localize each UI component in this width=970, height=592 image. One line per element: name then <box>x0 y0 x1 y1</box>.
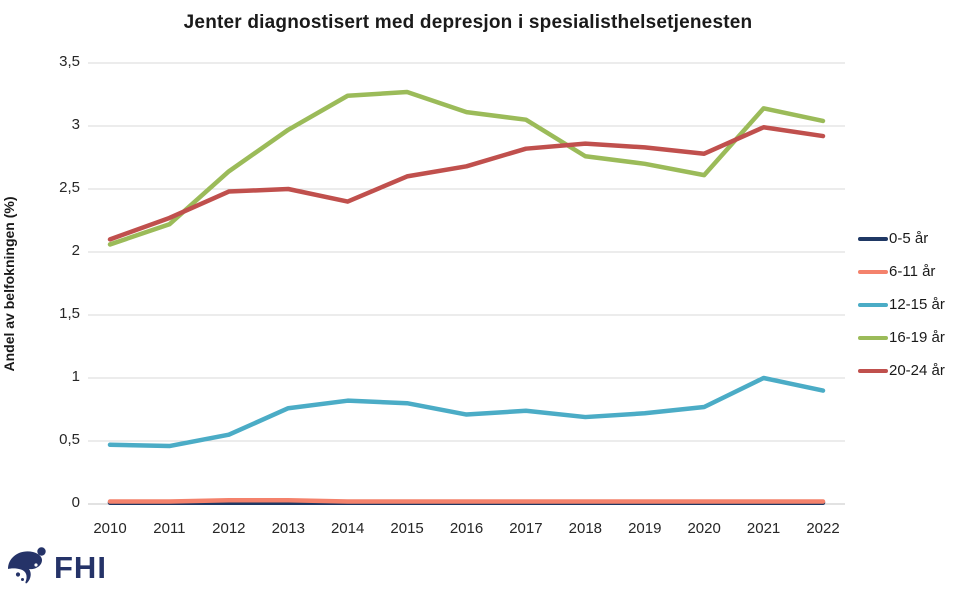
y-tick-label: 2,5 <box>59 179 80 196</box>
series-line-20-24år <box>107 125 826 242</box>
x-tick-label: 2019 <box>628 520 662 537</box>
chart-title: Jenter diagnostisert med depresjon i spe… <box>183 12 753 33</box>
x-tick-label: 2010 <box>93 520 127 537</box>
legend-label: 20-24 år <box>889 362 945 379</box>
y-tick-label: 0,5 <box>59 431 80 448</box>
x-tick-label: 2020 <box>687 520 721 537</box>
series-line-16-19år <box>107 89 826 247</box>
x-tick-label: 2022 <box>806 520 840 537</box>
y-tick-label: 1 <box>71 368 80 385</box>
fhi-logo-mark <box>8 547 46 584</box>
x-tick-label: 2011 <box>153 520 186 537</box>
y-tick-label: 2 <box>71 242 80 259</box>
y-tick-label: 3 <box>71 116 80 133</box>
legend-item-6-11år: 6-11 år <box>858 255 945 288</box>
fhi-logo: FHI <box>6 543 107 591</box>
legend-item-0-5år: 0-5 år <box>858 222 945 255</box>
legend-item-16-19år: 16-19 år <box>858 321 945 354</box>
x-tick-label: 2016 <box>449 520 484 537</box>
x-tick-label: 2012 <box>212 520 246 537</box>
legend-swatch <box>858 335 888 340</box>
fhi-logo-text: FHI <box>54 549 107 585</box>
y-tick-label: 0 <box>71 494 80 511</box>
x-tick-label: 2018 <box>568 520 603 537</box>
legend-label: 0-5 år <box>889 230 929 247</box>
y-tick-label: 1,5 <box>59 305 80 322</box>
legend-swatch <box>858 236 888 241</box>
legend-item-12-15år: 12-15 år <box>858 288 945 321</box>
x-tick-label: 2014 <box>330 520 365 537</box>
legend-label: 12-15 år <box>889 296 945 313</box>
legend-label: 16-19 år <box>889 329 945 346</box>
x-tick-label: 2015 <box>390 520 424 537</box>
y-tick-label: 3,5 <box>59 53 80 70</box>
legend-swatch <box>858 269 888 274</box>
series-line-6-11år <box>107 497 826 504</box>
legend-swatch <box>858 368 888 373</box>
series-line-12-15år <box>107 375 826 449</box>
x-tick-label: 2017 <box>509 520 543 537</box>
x-tick-label: 2013 <box>271 520 305 537</box>
legend-swatch <box>858 302 888 307</box>
legend-label: 6-11 år <box>889 263 936 280</box>
legend-item-20-24år: 20-24 år <box>858 354 945 387</box>
x-tick-label: 2021 <box>746 520 781 537</box>
legend: 0-5 år 6-11 år 12-15 år 16-19 år 20-24 år <box>858 222 945 387</box>
y-axis-title: Andel av belfokningen (%) <box>1 196 17 372</box>
